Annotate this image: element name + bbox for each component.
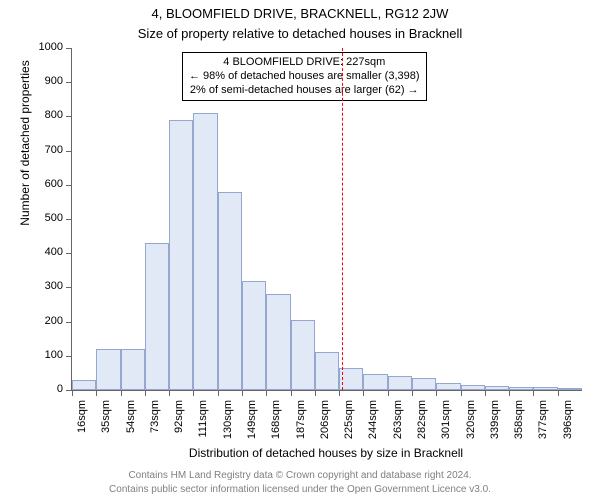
x-tick-label: 16sqm: [76, 400, 88, 450]
y-tick: [66, 48, 72, 49]
y-axis-label: Number of detached properties: [18, 0, 32, 314]
x-tick-label: 92sqm: [173, 400, 185, 450]
x-tick: [485, 390, 486, 396]
histogram-bar: [315, 352, 339, 390]
histogram-bar: [242, 281, 266, 390]
x-tick-label: 206sqm: [319, 400, 331, 450]
histogram-plot: 4 BLOOMFIELD DRIVE: 227sqm← 98% of detac…: [71, 48, 582, 391]
x-tick: [412, 390, 413, 396]
x-tick-label: 111sqm: [197, 400, 209, 450]
x-tick-label: 263sqm: [392, 400, 404, 450]
y-tick: [66, 185, 72, 186]
page-title-address: 4, BLOOMFIELD DRIVE, BRACKNELL, RG12 2JW: [0, 6, 600, 21]
x-tick: [193, 390, 194, 396]
x-tick-label: 358sqm: [513, 400, 525, 450]
histogram-bar: [266, 294, 290, 390]
x-tick: [339, 390, 340, 396]
x-tick: [558, 390, 559, 396]
x-tick: [242, 390, 243, 396]
y-tick: [66, 219, 72, 220]
histogram-bar: [291, 320, 315, 390]
x-tick: [121, 390, 122, 396]
x-tick-label: 225sqm: [343, 400, 355, 450]
x-tick: [315, 390, 316, 396]
x-tick-label: 396sqm: [562, 400, 574, 450]
x-tick-label: 377sqm: [537, 400, 549, 450]
page-title-sub: Size of property relative to detached ho…: [0, 26, 600, 41]
x-tick-label: 244sqm: [367, 400, 379, 450]
y-tick-label: 800: [28, 109, 63, 121]
y-tick-label: 100: [28, 349, 63, 361]
annotation-box: 4 BLOOMFIELD DRIVE: 227sqm← 98% of detac…: [182, 52, 427, 101]
y-tick-label: 500: [28, 212, 63, 224]
x-tick: [291, 390, 292, 396]
x-tick-label: 339sqm: [489, 400, 501, 450]
x-tick: [96, 390, 97, 396]
histogram-bar: [509, 387, 533, 390]
y-tick-label: 200: [28, 315, 63, 327]
x-tick: [218, 390, 219, 396]
y-tick: [66, 253, 72, 254]
x-tick: [461, 390, 462, 396]
annotation-line: 4 BLOOMFIELD DRIVE: 227sqm: [189, 56, 420, 70]
histogram-bar: [363, 374, 387, 390]
x-tick-label: 301sqm: [440, 400, 452, 450]
x-tick: [509, 390, 510, 396]
histogram-bar: [145, 243, 169, 390]
x-tick: [533, 390, 534, 396]
x-tick: [145, 390, 146, 396]
histogram-bar: [121, 349, 145, 390]
histogram-bar: [96, 349, 120, 390]
histogram-bar: [461, 385, 485, 390]
y-tick: [66, 116, 72, 117]
histogram-bar: [72, 380, 96, 390]
histogram-bar: [218, 192, 242, 390]
histogram-bar: [485, 386, 509, 390]
marker-line: [342, 48, 343, 390]
x-tick: [363, 390, 364, 396]
histogram-bar: [436, 383, 460, 390]
x-tick-label: 130sqm: [222, 400, 234, 450]
histogram-bar: [193, 113, 217, 390]
x-axis-label: Distribution of detached houses by size …: [71, 446, 581, 460]
y-tick: [66, 151, 72, 152]
x-tick-label: 35sqm: [100, 400, 112, 450]
y-tick-label: 300: [28, 280, 63, 292]
x-tick: [388, 390, 389, 396]
y-tick: [66, 287, 72, 288]
footer-line-1: Contains HM Land Registry data © Crown c…: [0, 470, 600, 481]
annotation-line: ← 98% of detached houses are smaller (3,…: [189, 70, 420, 84]
annotation-line: 2% of semi-detached houses are larger (6…: [189, 84, 420, 98]
histogram-bar: [558, 388, 582, 390]
histogram-bar: [412, 378, 436, 390]
x-tick-label: 73sqm: [149, 400, 161, 450]
histogram-bar: [388, 376, 412, 390]
x-tick-label: 320sqm: [465, 400, 477, 450]
histogram-bar: [339, 368, 363, 390]
x-tick-label: 54sqm: [125, 400, 137, 450]
x-tick: [169, 390, 170, 396]
y-tick: [66, 322, 72, 323]
footer-line-2: Contains public sector information licen…: [0, 484, 600, 495]
y-tick-label: 900: [28, 75, 63, 87]
y-tick-label: 1000: [28, 41, 63, 53]
x-tick: [266, 390, 267, 396]
y-tick-label: 600: [28, 178, 63, 190]
histogram-bar: [533, 387, 557, 390]
x-tick-label: 187sqm: [295, 400, 307, 450]
x-tick-label: 149sqm: [246, 400, 258, 450]
y-tick: [66, 82, 72, 83]
y-tick-label: 0: [28, 383, 63, 395]
x-tick: [72, 390, 73, 396]
x-tick-label: 168sqm: [270, 400, 282, 450]
x-tick-label: 282sqm: [416, 400, 428, 450]
y-tick-label: 700: [28, 144, 63, 156]
histogram-bar: [169, 120, 193, 390]
y-tick-label: 400: [28, 246, 63, 258]
x-tick: [436, 390, 437, 396]
y-tick: [66, 356, 72, 357]
